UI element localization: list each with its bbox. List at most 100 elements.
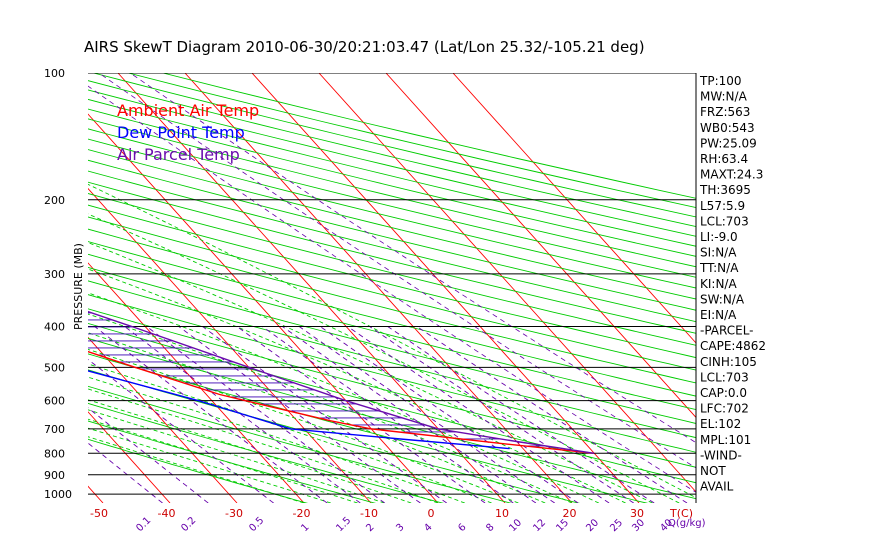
stat-item: CAPE:4862 bbox=[700, 339, 766, 353]
mixing-ratio-line bbox=[416, 326, 688, 503]
dry-adiabat-line bbox=[88, 241, 696, 397]
dry-adiabat-line bbox=[88, 216, 696, 371]
mixing-ratio-label: 0.2 bbox=[179, 515, 198, 534]
pressure-tick-label: 400 bbox=[44, 321, 65, 334]
mixing-ratio-line bbox=[262, 326, 514, 503]
dry-adiabat-line bbox=[88, 193, 696, 346]
isotherm-line bbox=[117, 73, 506, 503]
isotherm-line bbox=[88, 262, 305, 503]
stat-item: LI:-9.0 bbox=[700, 230, 738, 244]
dry-adiabat-line bbox=[88, 181, 696, 334]
dry-adiabat-line bbox=[88, 266, 696, 424]
mixing-ratio-label: 1.5 bbox=[334, 515, 353, 534]
mixing-ratio-line bbox=[202, 326, 447, 503]
pressure-tick-label: 100 bbox=[44, 67, 65, 80]
mixing-ratio-label: 0.1 bbox=[134, 515, 153, 534]
stat-item: KI:N/A bbox=[700, 277, 737, 291]
pressure-tick-label: 200 bbox=[44, 194, 65, 207]
isotherm-line bbox=[251, 73, 640, 503]
bottom-temp-unit: T(C) bbox=[669, 507, 693, 520]
isotherm-line bbox=[318, 73, 696, 493]
isotherm-line bbox=[88, 411, 171, 503]
legend-entry: Air Parcel Temp bbox=[117, 145, 240, 164]
legend-entry: Dew Point Temp bbox=[117, 123, 245, 142]
stat-item: CAP:0.0 bbox=[700, 386, 747, 400]
y-axis-label: PRESSURE (MB) bbox=[72, 243, 85, 330]
stat-item: WB0:543 bbox=[700, 121, 755, 135]
dry-adiabat-line bbox=[88, 159, 696, 311]
pressure-tick-label: 300 bbox=[44, 268, 65, 281]
pressure-tick-label: 900 bbox=[44, 469, 65, 482]
mixing-ratio-label: 4 bbox=[422, 522, 434, 534]
bottom-temp-tick-label: -30 bbox=[225, 507, 243, 520]
stat-item: CINH:105 bbox=[700, 355, 757, 369]
stat-item: -PARCEL- bbox=[700, 324, 754, 338]
stat-item: TP:100 bbox=[699, 74, 742, 88]
dry-adiabat-line bbox=[88, 253, 696, 411]
bottom-temp-tick-label: 20 bbox=[563, 507, 577, 520]
bottom-temp-tick-label: 0 bbox=[428, 507, 435, 520]
stat-item: MW:N/A bbox=[700, 90, 748, 104]
dry-adiabat-line bbox=[88, 369, 581, 503]
mixing-ratio-label: 10 bbox=[507, 517, 524, 534]
stat-item: AVAIL bbox=[700, 480, 734, 494]
mixing-ratio-label: 25 bbox=[608, 517, 625, 534]
stat-item: LCL:703 bbox=[700, 370, 749, 384]
dry-adiabat-line bbox=[88, 108, 696, 257]
mixing-ratio-line bbox=[282, 326, 537, 503]
mixing-ratio-label: 2 bbox=[364, 522, 376, 534]
stat-item: LCL:703 bbox=[700, 214, 749, 228]
mixing-ratio-line bbox=[129, 73, 696, 444]
dry-adiabat-line bbox=[88, 204, 696, 359]
dew-point-tempcurve bbox=[88, 370, 510, 450]
stat-item: L57:5.9 bbox=[700, 199, 745, 213]
isotherm-line bbox=[0, 73, 36, 503]
air-parcel-tempcurve bbox=[88, 310, 595, 454]
stat-item: LFC:702 bbox=[700, 402, 749, 416]
mixing-ratio-label: 8 bbox=[484, 522, 496, 534]
mixing-ratio-line bbox=[88, 358, 274, 503]
dry-adiabat-line bbox=[88, 280, 696, 439]
isotherm-line bbox=[88, 113, 439, 503]
ambient-air-tempcurve bbox=[88, 350, 595, 454]
mixing-ratio-line bbox=[369, 326, 634, 503]
pressure-tick-label: 1000 bbox=[44, 488, 72, 501]
stat-item: TT:N/A bbox=[699, 261, 739, 275]
mixing-ratio-line bbox=[146, 326, 385, 503]
stat-item: FRZ:563 bbox=[700, 105, 750, 119]
mixing-ratio-label: 3 bbox=[394, 522, 406, 534]
moist-adiabat-line bbox=[88, 313, 573, 503]
dry-adiabat-line bbox=[88, 118, 696, 268]
mixing-ratio-line bbox=[88, 407, 209, 503]
stat-item: PW:25.09 bbox=[700, 136, 757, 150]
chart-title: AIRS SkewT Diagram 2010-06-30/20:21:03.4… bbox=[84, 38, 645, 56]
dry-adiabat-line bbox=[88, 149, 696, 300]
mixing-ratio-line bbox=[178, 326, 421, 503]
legend-entry: Ambient Air Temp bbox=[117, 101, 259, 120]
mixing-ratio-line bbox=[347, 326, 610, 503]
stat-item: RH:63.4 bbox=[700, 152, 748, 166]
stat-item: SW:N/A bbox=[700, 292, 745, 306]
mixing-ratio-line bbox=[387, 326, 655, 503]
stat-item: TH:3695 bbox=[699, 183, 751, 197]
dry-adiabat-line bbox=[88, 98, 696, 247]
mixing-ratio-label: 20 bbox=[584, 517, 601, 534]
dry-adiabat-line bbox=[88, 308, 696, 468]
mixing-ratio-unit: Q(g/kg) bbox=[668, 518, 706, 529]
isotherm-line bbox=[88, 336, 238, 503]
dry-adiabat-line bbox=[88, 170, 696, 323]
dry-adiabat-line bbox=[88, 138, 696, 289]
bottom-temp-tick-label: 10 bbox=[495, 507, 509, 520]
mixing-ratio-label: 6 bbox=[456, 522, 468, 534]
pressure-tick-label: 700 bbox=[44, 423, 65, 436]
dry-adiabat-line bbox=[88, 128, 696, 278]
mixing-ratio-line bbox=[88, 442, 163, 503]
mixing-ratio-label: 0.5 bbox=[247, 515, 266, 534]
isotherm-line bbox=[385, 73, 696, 419]
stat-item: NOT bbox=[700, 464, 726, 478]
bottom-temp-tick-label: -10 bbox=[360, 507, 378, 520]
mixing-ratio-line bbox=[94, 326, 328, 503]
stat-item: EL:102 bbox=[700, 417, 741, 431]
bottom-temp-tick-label: 30 bbox=[630, 507, 644, 520]
